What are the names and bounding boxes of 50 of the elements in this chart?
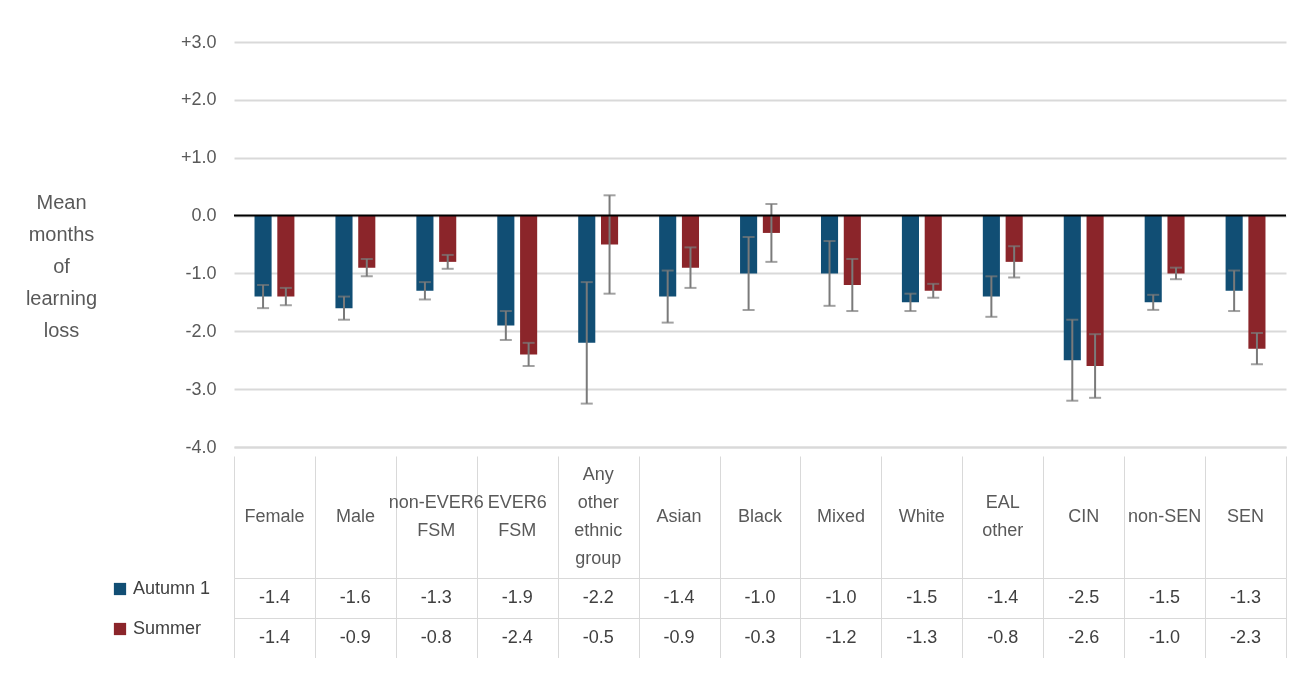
x-tick-label: SEN [1227,506,1265,526]
data-label: -1.0 [1149,627,1181,647]
data-label: -1.0 [825,587,857,607]
data-label: -2.2 [582,587,614,607]
x-tick-label: Male [335,506,375,526]
y-tick-label: -2.0 [185,320,217,341]
data-label: -1.4 [258,627,290,647]
y-tick-label: -3.0 [185,378,217,399]
data-label: -2.6 [1068,627,1100,647]
data-label: -0.3 [744,627,776,647]
x-tick-label: CIN [1068,506,1100,526]
data-label: -2.3 [1230,627,1262,647]
x-tick-label: EAL other [982,492,1024,540]
data-label: -1.5 [906,587,938,607]
data-label: -1.4 [663,587,695,607]
data-label: -1.4 [987,587,1019,607]
legend-label: Autumn 1 [133,578,211,598]
x-tick-label: non-EVER6 FSM [388,492,484,540]
y-tick-label: -4.0 [185,436,217,457]
data-label: -0.5 [582,627,614,647]
y-tick-label: +3.0 [180,31,217,52]
x-tick-label: non-SEN [1128,506,1202,526]
x-tick-label: Mixed [816,506,865,526]
data-label: -1.6 [339,587,371,607]
y-tick-label: +1.0 [180,147,217,168]
data-label: -1.2 [825,627,857,647]
data-label: -0.9 [663,627,695,647]
x-tick-label: Asian [656,506,702,526]
data-label: -1.3 [420,587,452,607]
data-label: -2.4 [501,627,533,647]
data-label: -1.5 [1149,587,1181,607]
data-label: -0.8 [420,627,452,647]
x-tick-label: Female [244,506,305,526]
data-label: -1.0 [744,587,776,607]
x-tick-label: Any other ethnic group [574,464,623,568]
data-label: -1.4 [258,587,290,607]
data-label: -1.3 [1230,587,1262,607]
data-label: -0.9 [339,627,371,647]
x-tick-label: Black [737,506,784,526]
y-tick-label: +2.0 [180,89,217,110]
data-label: -0.8 [987,627,1019,647]
x-tick-label: EVER6 FSM [487,492,547,540]
x-tick-label: White [898,506,945,526]
data-label: -1.3 [906,627,938,647]
y-tick-label: -1.0 [185,262,217,283]
data-label: -1.9 [501,587,533,607]
y-axis-title: Mean months of learning loss [25,190,98,341]
y-tick-label: 0.0 [191,205,217,226]
legend-label: Summer [133,618,202,638]
data-label: -2.5 [1068,587,1100,607]
